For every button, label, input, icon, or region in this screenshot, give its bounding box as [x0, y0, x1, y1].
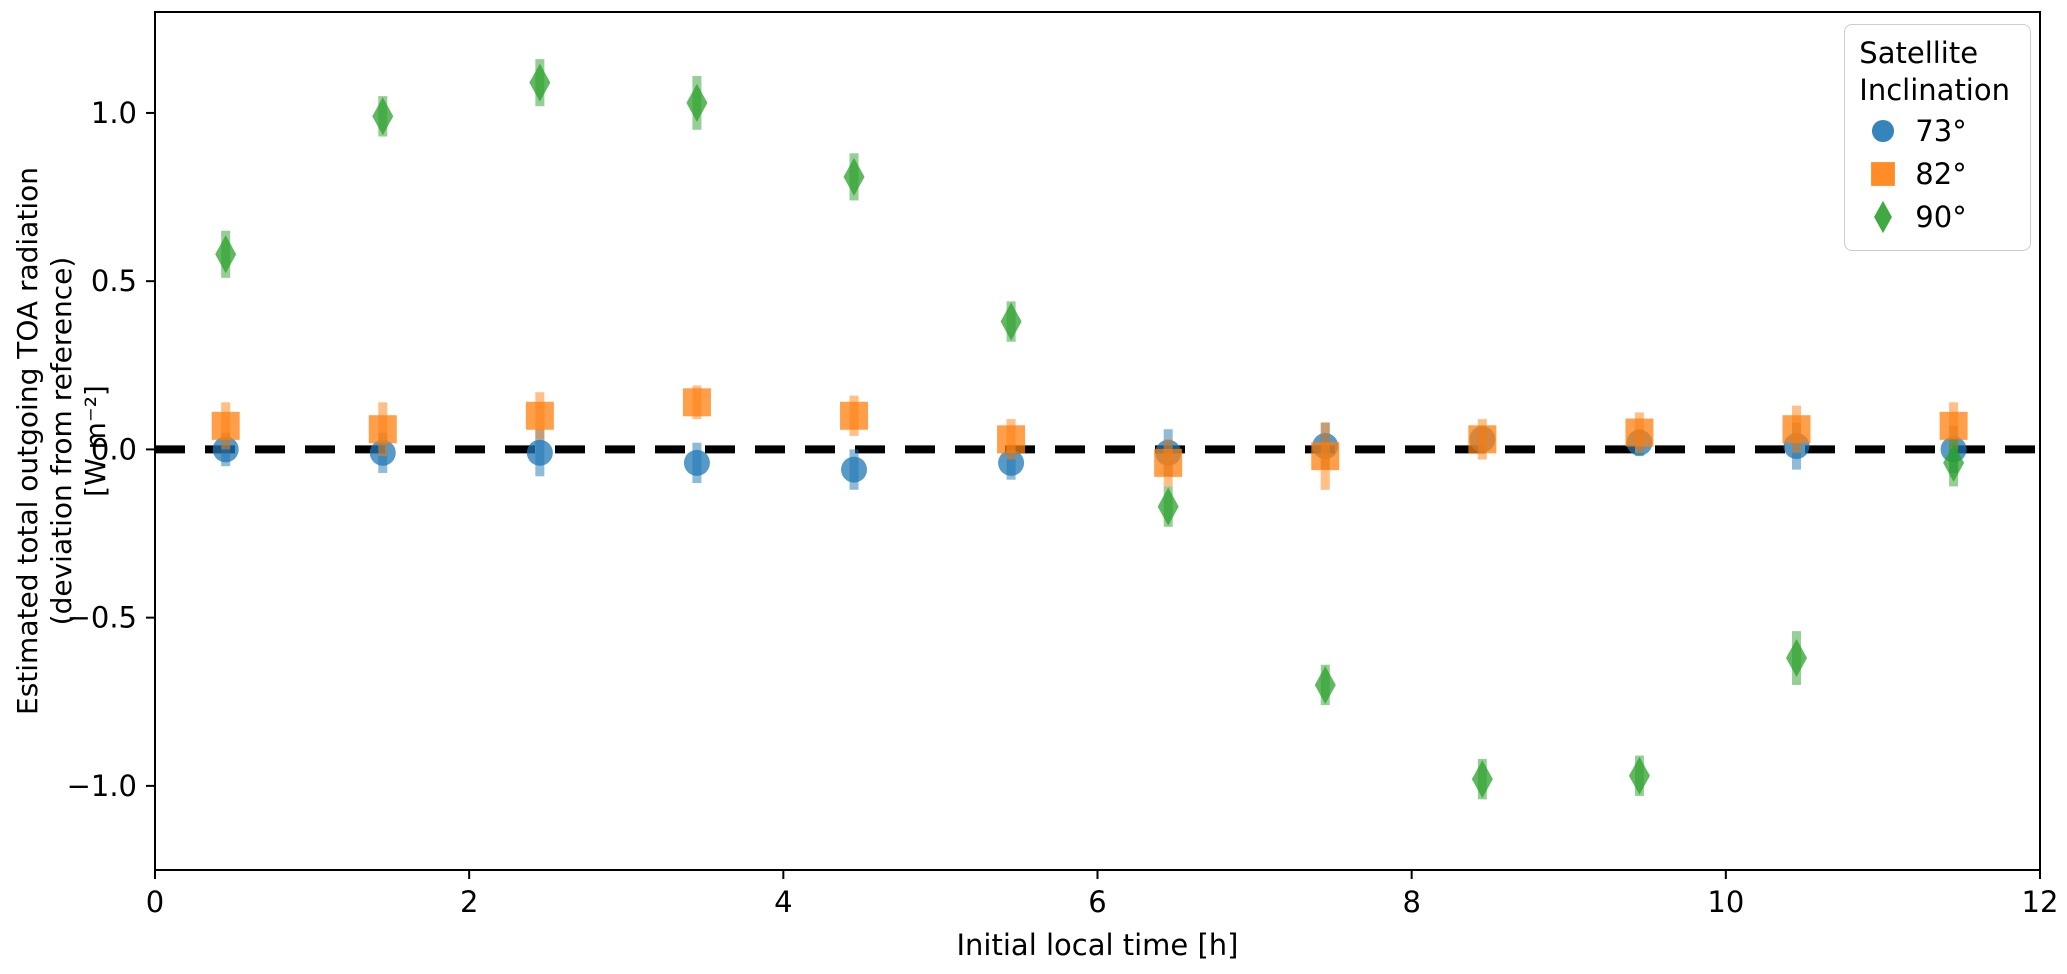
data-point-marker	[1786, 639, 1808, 678]
y-tick-label: −1.0	[67, 769, 137, 803]
x-tick-label: 12	[2022, 885, 2059, 919]
legend-entry: 82°	[1859, 152, 2010, 195]
data-point-marker	[683, 449, 710, 476]
data-point-marker	[1314, 665, 1336, 704]
data-point-marker	[841, 456, 868, 483]
data-point-marker	[372, 97, 394, 136]
data-point-marker	[212, 436, 239, 463]
data-point-marker	[1939, 411, 1968, 440]
legend-title-line-1: Satellite	[1859, 36, 1979, 70]
data-point-marker	[1157, 487, 1179, 526]
series-90°	[215, 59, 1965, 800]
legend-entry: 90°	[1859, 195, 2010, 238]
plot-border	[154, 11, 2041, 871]
data-point-marker	[215, 235, 237, 274]
data-point-marker	[1311, 442, 1340, 471]
data-point-marker	[840, 401, 869, 430]
data-point-marker	[525, 401, 554, 430]
x-axis-label: Initial local time [h]	[956, 928, 1239, 962]
data-point-marker	[526, 439, 553, 466]
y-tick-label: 0.5	[91, 264, 137, 298]
legend-marker-shape	[1874, 200, 1893, 233]
y-axis-label-line-1: Estimated total outgoing TOA radiation	[11, 167, 44, 715]
data-point-marker	[682, 388, 711, 417]
data-point-marker	[997, 425, 1026, 454]
x-tick-label: 2	[460, 885, 478, 919]
series-73°	[212, 422, 1967, 490]
x-tick-label: 10	[1707, 885, 1744, 919]
data-point-marker	[368, 415, 397, 444]
series-82°	[211, 385, 1968, 490]
data-point-marker	[998, 449, 1025, 476]
x-tick-label: 6	[1088, 885, 1106, 919]
data-point-marker	[1154, 448, 1183, 477]
legend-entry-label: 82°	[1915, 156, 1967, 191]
data-point-marker	[686, 83, 708, 122]
data-point-marker	[1782, 415, 1811, 444]
data-point-marker	[211, 411, 240, 440]
data-point-marker	[529, 63, 551, 102]
x-tick-label: 0	[146, 885, 164, 919]
data-point-marker	[1943, 443, 1965, 482]
y-tick-label: 1.0	[91, 96, 137, 130]
y-axis-label: Estimated total outgoing TOA radiation (…	[11, 11, 113, 871]
x-tick-label: 8	[1402, 885, 1420, 919]
y-tick-label: −0.5	[67, 601, 137, 635]
data-point-marker	[1471, 760, 1493, 799]
y-tick-label: 0.0	[91, 432, 137, 466]
legend-marker-shape	[1871, 161, 1896, 186]
data-point-marker	[1625, 418, 1654, 447]
legend-title-line-2: Inclination	[1859, 73, 2010, 107]
y-axis-label-line-2: (deviation from reference)	[45, 256, 78, 626]
y-axis-label-line-3: [W m⁻²]	[79, 385, 112, 497]
legend-entries: 73° 82° 90°	[1859, 109, 2010, 238]
data-point-marker	[1468, 425, 1497, 454]
data-point-marker	[1628, 756, 1650, 795]
legend-marker-thin-diamond-icon	[1874, 200, 1893, 233]
legend-marker-shape	[1872, 119, 1895, 142]
legend-entry-label: 73°	[1915, 113, 1967, 148]
data-point-marker	[843, 157, 865, 196]
legend-marker-square-icon	[1871, 161, 1896, 186]
legend-entry: 73°	[1859, 109, 2010, 152]
legend: Satellite Inclination 73° 82° 90°	[1844, 24, 2031, 251]
legend-marker-circle-icon	[1872, 119, 1895, 142]
data-point-marker	[1000, 302, 1022, 341]
legend-entry-label: 90°	[1915, 199, 1967, 234]
legend-title: Satellite Inclination	[1859, 35, 2010, 109]
x-tick-label: 4	[774, 885, 792, 919]
